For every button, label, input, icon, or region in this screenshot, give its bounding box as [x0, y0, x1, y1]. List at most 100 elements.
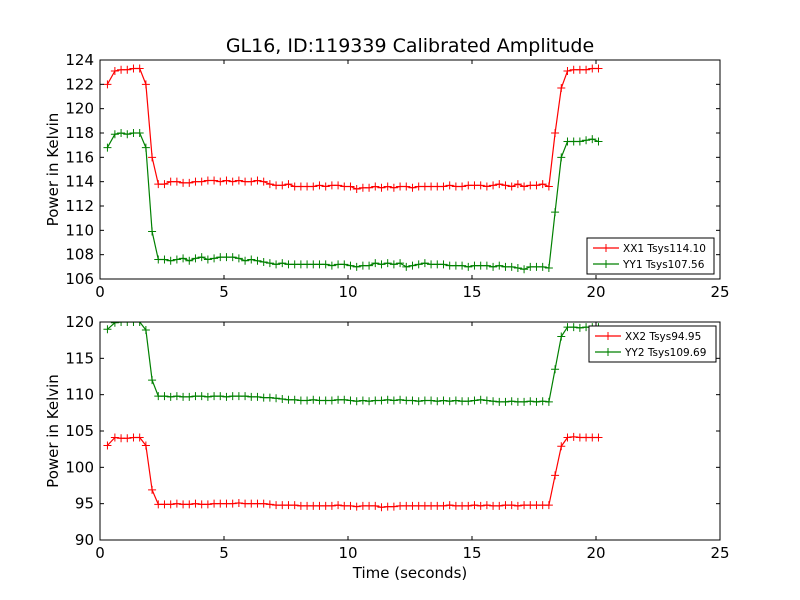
- data-point: [495, 261, 504, 270]
- data-point: [501, 181, 510, 190]
- data-point: [160, 255, 169, 264]
- data-point: [284, 180, 293, 189]
- data-point: [396, 259, 405, 268]
- data-point: [228, 499, 237, 508]
- data-point: [594, 433, 603, 442]
- data-point: [203, 392, 212, 401]
- data-point: [265, 393, 274, 402]
- y-tick-label: 100: [65, 458, 94, 476]
- data-point: [414, 260, 423, 269]
- chart-panel-bottom: 0 5 10 15 20 25 90 95 100 105 110 115 120 Power in Ke…: [44, 313, 730, 562]
- legend-marker: [604, 348, 612, 356]
- data-point: [582, 65, 591, 74]
- legend-box: [586, 237, 715, 275]
- y-tick-label: 112: [65, 197, 94, 215]
- data-point: [253, 176, 262, 185]
- data-point: [439, 182, 448, 191]
- data-point: [148, 227, 157, 236]
- data-point: [103, 80, 112, 89]
- data-point: [210, 176, 219, 185]
- series-line: [106, 436, 599, 508]
- y-tick-label: 108: [65, 246, 94, 264]
- data-point: [439, 501, 448, 510]
- data-point: [290, 395, 299, 404]
- data-point: [563, 66, 572, 75]
- data-point: [141, 325, 150, 334]
- y-tick-label: 115: [65, 349, 94, 367]
- data-point: [185, 392, 194, 401]
- data-point: [222, 392, 231, 401]
- data-point: [458, 182, 467, 191]
- y-tick-label: 105: [65, 422, 94, 440]
- data-point: [278, 181, 287, 190]
- data-point: [135, 433, 144, 442]
- data-point: [365, 183, 374, 192]
- data-point: [346, 501, 355, 510]
- data-point: [172, 255, 181, 264]
- data-point: [247, 255, 256, 264]
- series-1: [103, 64, 603, 193]
- data-point: [538, 180, 547, 189]
- data-point: [234, 176, 243, 185]
- x-tick-label: 15: [462, 544, 481, 562]
- data-point: [309, 182, 318, 191]
- data-point: [575, 323, 584, 332]
- data-point: [166, 500, 175, 509]
- data-point: [135, 64, 144, 73]
- y-tick-label: 106: [65, 270, 94, 288]
- data-point: [377, 503, 386, 512]
- data-point: [402, 182, 411, 191]
- data-point: [166, 392, 175, 401]
- legend-marker: [604, 332, 612, 340]
- data-point: [309, 395, 318, 404]
- data-point: [365, 261, 374, 270]
- chart-panel-top: 0 5 10 15 20 25 106 108 110 112 114 116 118 120 122 124…: [44, 51, 730, 301]
- series-2: [103, 322, 603, 406]
- data-point: [160, 180, 169, 189]
- data-point: [482, 182, 491, 191]
- data-point: [321, 182, 330, 191]
- series-1: [103, 432, 603, 512]
- x-tick-label: 20: [586, 544, 605, 562]
- data-point: [352, 262, 361, 271]
- data-point: [377, 183, 386, 192]
- data-point: [464, 262, 473, 271]
- data-point: [197, 392, 206, 401]
- data-point: [383, 182, 392, 191]
- data-point: [253, 256, 262, 265]
- data-point: [259, 499, 268, 508]
- data-point: [123, 65, 132, 74]
- data-point: [185, 256, 194, 265]
- data-point: [216, 392, 225, 401]
- data-point: [278, 259, 287, 268]
- y-tick-label: 110: [65, 221, 94, 239]
- data-point: [383, 259, 392, 268]
- data-point: [482, 261, 491, 270]
- legend-label: YY2 Tsys109.69: [624, 347, 706, 359]
- data-point: [513, 264, 522, 273]
- data-point: [482, 396, 491, 405]
- data-point: [377, 260, 386, 269]
- data-point: [557, 83, 566, 92]
- data-point: [476, 181, 485, 190]
- data-point: [470, 396, 479, 405]
- data-point: [495, 501, 504, 510]
- data-point: [265, 259, 274, 268]
- y-tick-label: 114: [65, 173, 94, 191]
- x-tick-label: 25: [710, 544, 729, 562]
- data-point: [569, 432, 578, 441]
- legend-label: XX1 Tsys114.10: [623, 243, 706, 255]
- x-tick-label: 0: [95, 544, 105, 562]
- y-tick-label: 120: [65, 313, 94, 331]
- data-point: [476, 395, 485, 404]
- data-point: [346, 182, 355, 191]
- data-point: [346, 261, 355, 270]
- data-point: [123, 322, 132, 326]
- data-point: [408, 396, 417, 405]
- data-point: [513, 501, 522, 510]
- data-point: [408, 261, 417, 270]
- data-point: [389, 260, 398, 269]
- data-point: [551, 365, 560, 374]
- data-point: [259, 177, 268, 186]
